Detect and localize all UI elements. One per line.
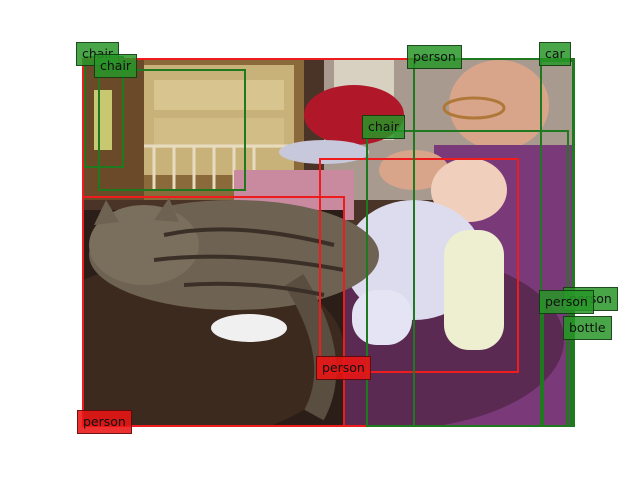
- photo: [84, 60, 574, 426]
- detection-label-person-5: person: [539, 290, 594, 314]
- detection-label-car-1: car: [539, 42, 571, 66]
- detection-box-person-3: [319, 158, 519, 373]
- crib-icon: [144, 144, 304, 190]
- detection-box-person-2: [82, 196, 345, 427]
- detection-box-bottle-1: [566, 330, 574, 427]
- detection-box-chair-2: [98, 69, 246, 191]
- detection-label-person-4: person: [407, 45, 462, 69]
- photo-scene: [84, 60, 574, 426]
- detection-label-person-1: person: [77, 410, 132, 434]
- detection-box-person-5: [366, 130, 569, 427]
- detection-label-bottle-1: bottle: [563, 316, 612, 340]
- detection-label-chair-2: chair: [94, 54, 138, 78]
- cat-icon: [89, 198, 379, 421]
- detection-label-chair-3: chair: [362, 115, 406, 139]
- detection-label-person-3: person: [316, 356, 371, 380]
